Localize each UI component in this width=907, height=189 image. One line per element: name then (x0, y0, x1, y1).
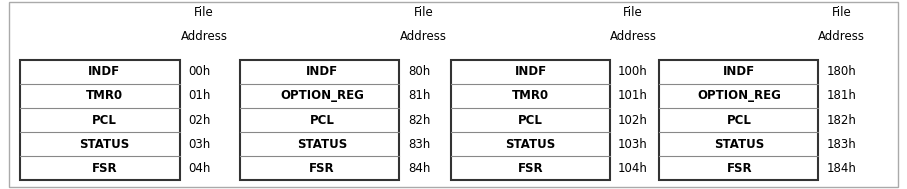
Text: 182h: 182h (826, 114, 856, 126)
Text: TMR0: TMR0 (512, 89, 549, 102)
Text: OPTION_REG: OPTION_REG (697, 89, 781, 102)
Text: 104h: 104h (618, 162, 648, 175)
Text: TMR0: TMR0 (86, 89, 122, 102)
Text: 102h: 102h (618, 114, 648, 126)
Text: INDF: INDF (514, 65, 547, 78)
Text: 01h: 01h (189, 89, 211, 102)
Text: STATUS: STATUS (297, 138, 347, 151)
Text: Address: Address (180, 30, 228, 43)
Text: PCL: PCL (727, 114, 752, 126)
Text: INDF: INDF (306, 65, 338, 78)
Text: File: File (832, 6, 852, 19)
Text: FSR: FSR (309, 162, 335, 175)
Bar (240, 60, 399, 180)
Text: 02h: 02h (189, 114, 211, 126)
Text: FSR: FSR (518, 162, 543, 175)
Text: 181h: 181h (826, 89, 856, 102)
Text: STATUS: STATUS (79, 138, 130, 151)
Text: STATUS: STATUS (505, 138, 556, 151)
Text: 84h: 84h (408, 162, 431, 175)
Text: FSR: FSR (727, 162, 752, 175)
Text: 00h: 00h (189, 65, 211, 78)
Text: Address: Address (610, 30, 657, 43)
Text: Address: Address (400, 30, 447, 43)
Text: File: File (194, 6, 214, 19)
Text: FSR: FSR (92, 162, 117, 175)
Text: File: File (414, 6, 434, 19)
Text: 80h: 80h (408, 65, 431, 78)
Bar (659, 60, 818, 180)
Text: 03h: 03h (189, 138, 211, 151)
Text: STATUS: STATUS (714, 138, 765, 151)
Text: 103h: 103h (618, 138, 648, 151)
Text: INDF: INDF (723, 65, 756, 78)
Text: PCL: PCL (518, 114, 543, 126)
Text: File: File (623, 6, 643, 19)
Text: 183h: 183h (826, 138, 856, 151)
Bar (20, 60, 180, 180)
Bar (451, 60, 610, 180)
Text: PCL: PCL (309, 114, 335, 126)
Text: 100h: 100h (618, 65, 648, 78)
Text: 81h: 81h (408, 89, 431, 102)
Text: OPTION_REG: OPTION_REG (280, 89, 364, 102)
Text: INDF: INDF (88, 65, 121, 78)
Text: Address: Address (818, 30, 865, 43)
Text: PCL: PCL (92, 114, 117, 126)
Text: 04h: 04h (189, 162, 211, 175)
Text: 83h: 83h (408, 138, 431, 151)
Text: 180h: 180h (826, 65, 856, 78)
Text: 184h: 184h (826, 162, 856, 175)
Text: 101h: 101h (618, 89, 648, 102)
Text: 82h: 82h (408, 114, 431, 126)
